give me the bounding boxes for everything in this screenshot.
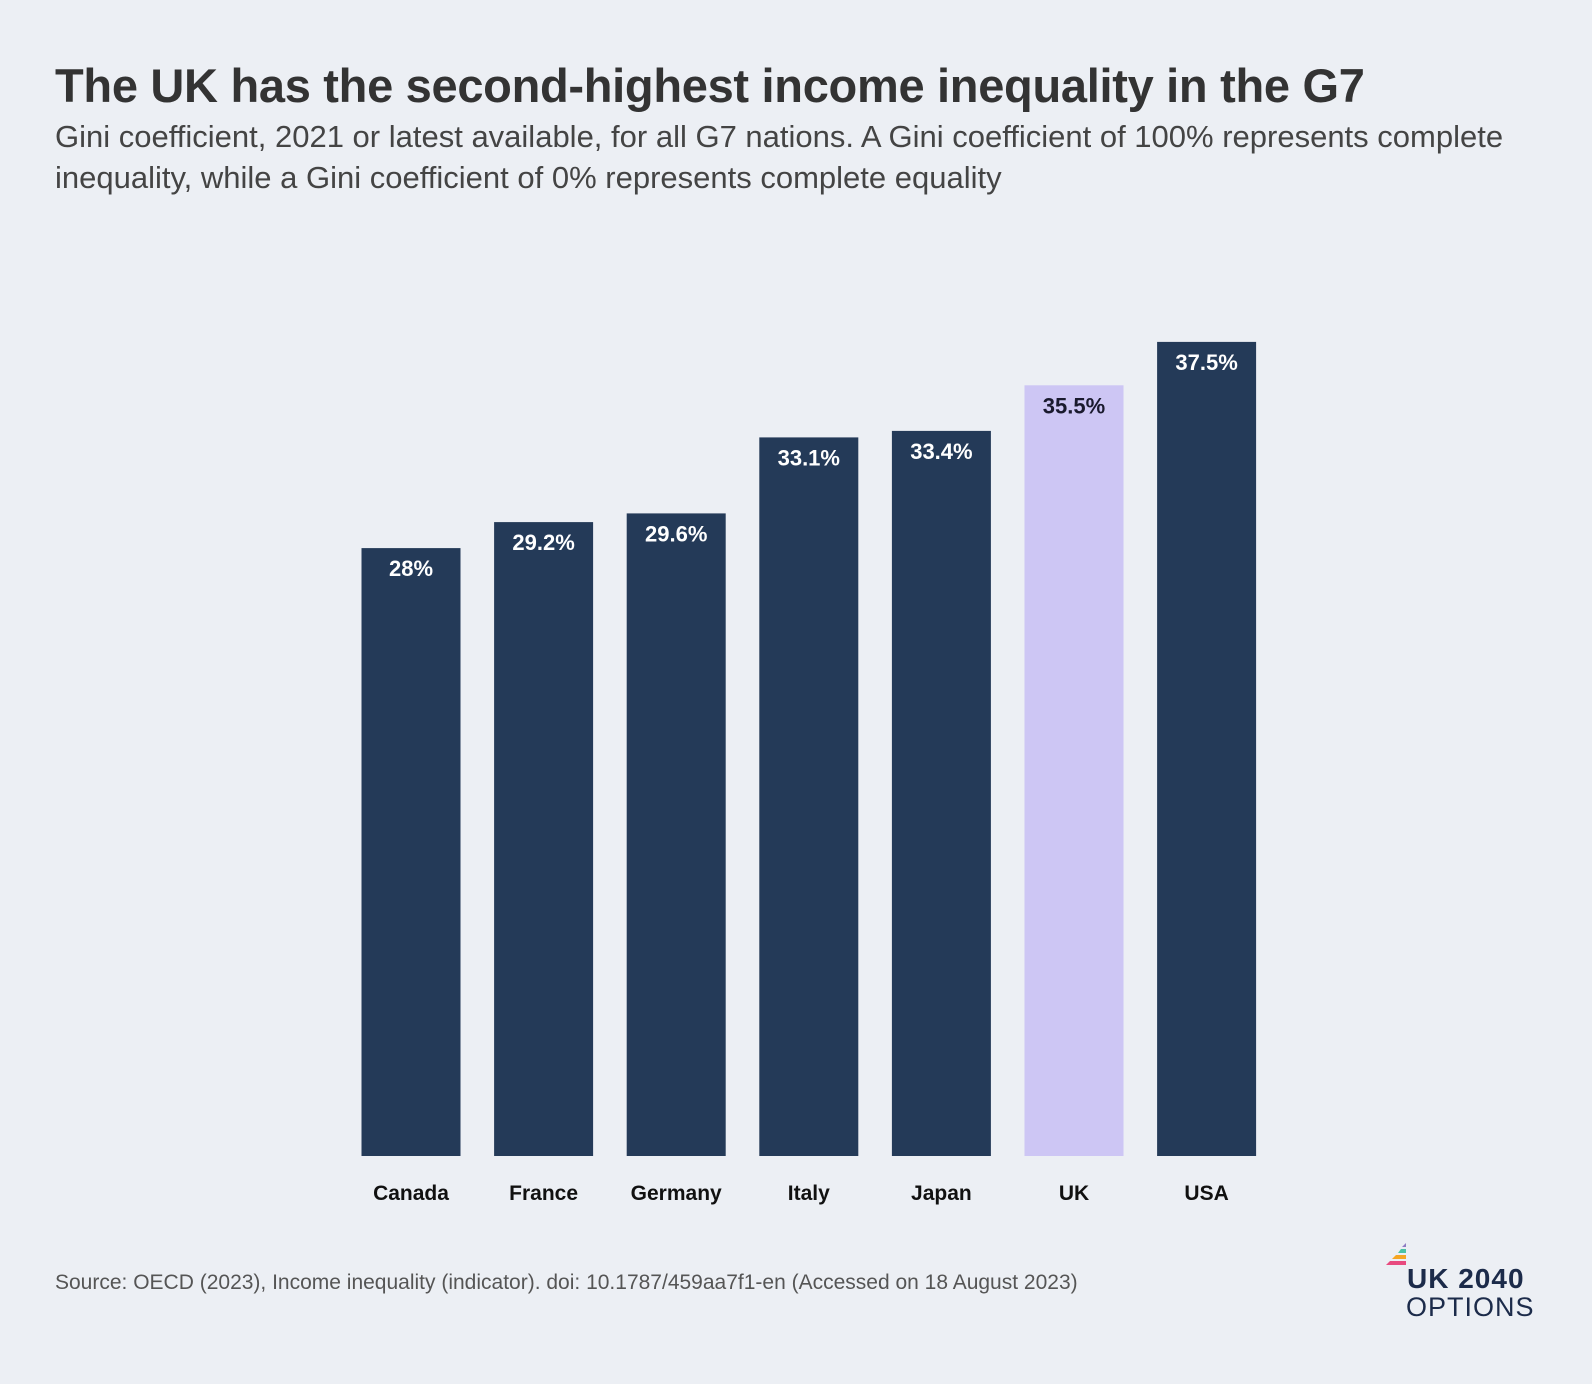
category-label-germany: Germany <box>631 1182 722 1205</box>
uk-2040-options-logo: UK 2040 OPTIONS <box>1386 1243 1536 1323</box>
logo-stripes-icon <box>1386 1243 1406 1265</box>
bar-france <box>494 522 594 1156</box>
value-label-france: 29.2% <box>512 530 574 555</box>
value-labels-group: 28% 29.2% 29.6% 33.1% 33.4% 35.5% 37.5% <box>389 350 1238 581</box>
bars-group <box>361 341 1257 1156</box>
category-labels-group: Canada France Germany Italy Japan UK USA <box>373 1182 1229 1205</box>
source-note: Source: OECD (2023), Income inequality (… <box>55 1271 1078 1294</box>
category-label-japan: Japan <box>911 1182 972 1205</box>
logo-text-line2: OPTIONS <box>1406 1292 1535 1322</box>
bar-canada <box>361 548 461 1156</box>
value-label-usa: 37.5% <box>1175 350 1237 375</box>
bar-usa <box>1157 341 1257 1156</box>
bar-japan <box>891 430 991 1156</box>
category-label-usa: USA <box>1184 1182 1228 1205</box>
category-label-italy: Italy <box>788 1182 830 1205</box>
chart-subtitle: Gini coefficient, 2021 or latest availab… <box>55 119 1504 195</box>
value-label-italy: 33.1% <box>778 445 840 470</box>
bar-italy <box>759 437 859 1156</box>
value-label-uk: 35.5% <box>1043 393 1105 418</box>
value-label-germany: 29.6% <box>645 521 707 546</box>
category-label-canada: Canada <box>373 1182 449 1205</box>
bar-germany <box>626 513 726 1156</box>
category-label-uk: UK <box>1059 1182 1089 1205</box>
value-label-japan: 33.4% <box>910 439 972 464</box>
chart-title: The UK has the second-highest income ine… <box>55 59 1365 112</box>
logo-text-line1: UK 2040 <box>1407 1263 1525 1294</box>
bar-uk <box>1024 385 1124 1156</box>
category-label-france: France <box>509 1182 578 1205</box>
value-label-canada: 28% <box>389 556 433 581</box>
